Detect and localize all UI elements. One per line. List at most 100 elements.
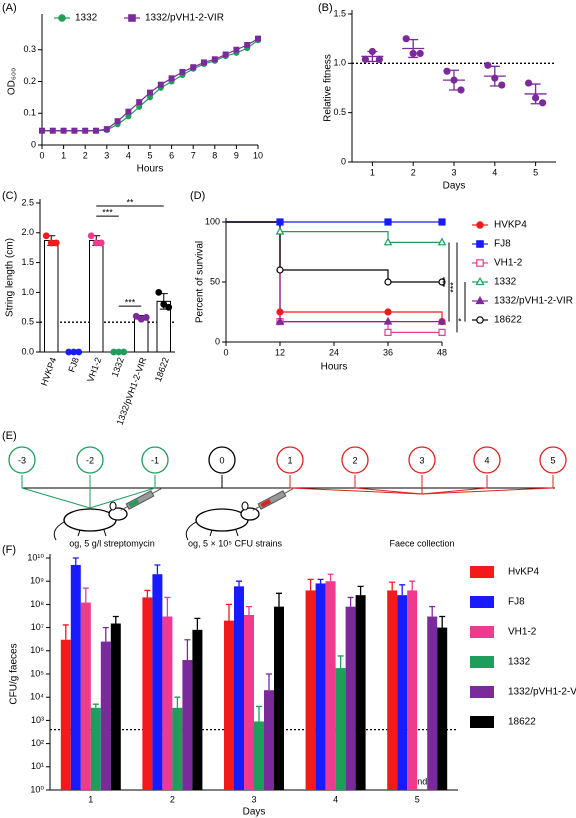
bar — [110, 623, 121, 790]
day-label: 0 — [219, 455, 224, 465]
bar — [100, 641, 111, 790]
x-tick-label: 3 — [251, 794, 256, 804]
y-tick-label: 10⁴ — [30, 692, 44, 702]
x-tick-label: 5 — [147, 150, 152, 160]
bar — [244, 614, 254, 790]
data-point — [438, 328, 446, 336]
mouse-head — [108, 507, 128, 521]
collection-line — [421, 487, 488, 495]
x-tick-label: 7 — [191, 150, 196, 160]
day-label: -3 — [18, 455, 26, 465]
day-circle — [539, 446, 567, 474]
label-streptomycin: og, 5 g/l streptomycin — [69, 538, 155, 548]
bar — [192, 629, 203, 790]
x-tick-label: 36 — [383, 347, 393, 357]
data-point — [114, 118, 121, 125]
bar — [397, 595, 408, 790]
y-tick-label: 1.5 — [21, 257, 34, 267]
data-point — [103, 126, 110, 133]
mouse — [63, 508, 117, 532]
data-point — [71, 127, 78, 134]
data-point — [168, 75, 175, 82]
y-tick-label: 50 — [210, 276, 220, 286]
y-tick-label: 10¹ — [31, 761, 44, 771]
legend-swatch — [470, 716, 494, 728]
y-tick-label: 0.5 — [333, 107, 346, 117]
x-tick-label: 0 — [223, 347, 228, 357]
x-tick-label: 1332 — [110, 356, 126, 378]
bar — [60, 639, 71, 790]
legend-marker — [476, 240, 484, 248]
y-tick-label: 0 — [215, 336, 220, 346]
y-tick-label: 0.0 — [21, 346, 34, 356]
y-axis-label: Relative fitness — [323, 54, 334, 122]
data-point — [115, 348, 123, 356]
x-tick-label: 2 — [411, 167, 416, 177]
error-bar — [399, 584, 406, 596]
syringe-plunger — [284, 488, 294, 494]
panel-label: (B) — [318, 2, 333, 14]
bar — [305, 590, 316, 790]
bar — [70, 564, 81, 790]
data-point — [211, 56, 218, 63]
data-point — [276, 266, 284, 274]
label-strains: og, 5 × 10⁵ CFU strains — [188, 538, 283, 548]
y-tick-label: 10⁸ — [30, 599, 44, 609]
x-tick-label: 0 — [39, 150, 44, 160]
data-point — [383, 316, 393, 325]
bar — [325, 581, 336, 790]
day-label: 3 — [419, 455, 424, 465]
data-point — [244, 41, 251, 48]
legend-label: 1332 — [508, 657, 531, 668]
data-point — [142, 314, 150, 321]
data-point — [157, 81, 164, 88]
data-point — [132, 312, 140, 320]
bar — [254, 721, 264, 790]
y-axis-label: OD₆₀₀ — [7, 68, 18, 95]
x-tick-label: 3 — [104, 150, 109, 160]
x-axis-label: Hours — [321, 362, 348, 373]
error-bar — [184, 639, 191, 661]
data-point — [42, 232, 50, 240]
x-axis-label: Hours — [137, 164, 164, 175]
day-circle — [473, 446, 501, 474]
error-bar — [62, 624, 69, 640]
y-tick-label: 0 — [341, 156, 346, 166]
y-tick-label: 10⁷ — [31, 622, 44, 632]
data-point — [375, 55, 383, 63]
error-bar — [82, 587, 89, 603]
panel-label: (C) — [2, 190, 17, 202]
bar — [182, 660, 193, 790]
bar — [90, 707, 101, 790]
x-tick-label: 4 — [126, 150, 131, 160]
error-bar — [327, 573, 334, 582]
data-point — [443, 67, 451, 75]
data-point — [437, 237, 447, 246]
label-collection: Faece collection — [389, 538, 454, 548]
x-tick-label: 5 — [415, 794, 420, 804]
data-point — [92, 127, 99, 134]
survival-line — [226, 221, 442, 323]
data-point — [276, 308, 284, 316]
x-tick-label: 6 — [169, 150, 174, 160]
data-point — [75, 348, 83, 356]
syringe-liquid — [260, 499, 272, 508]
mouse-head — [240, 507, 260, 521]
error-bar — [347, 596, 354, 607]
legend-marker — [476, 221, 484, 229]
data-point — [275, 316, 285, 325]
survival-line — [226, 221, 442, 283]
data-point — [437, 316, 447, 325]
legend-label: HVKP4 — [494, 220, 527, 231]
error-bar — [194, 617, 201, 630]
legend-marker — [128, 14, 136, 22]
y-tick-label: 1.0 — [333, 58, 346, 68]
legend-label: 1332/pVH1-2-VIR — [508, 687, 576, 698]
error-bar — [449, 69, 459, 91]
y-tick-label: 1.0 — [21, 287, 34, 297]
mouse — [195, 508, 249, 532]
y-axis-label: Percent of survival — [195, 241, 206, 323]
collection-line — [289, 487, 423, 495]
y-tick-label: 10⁰ — [30, 784, 44, 794]
